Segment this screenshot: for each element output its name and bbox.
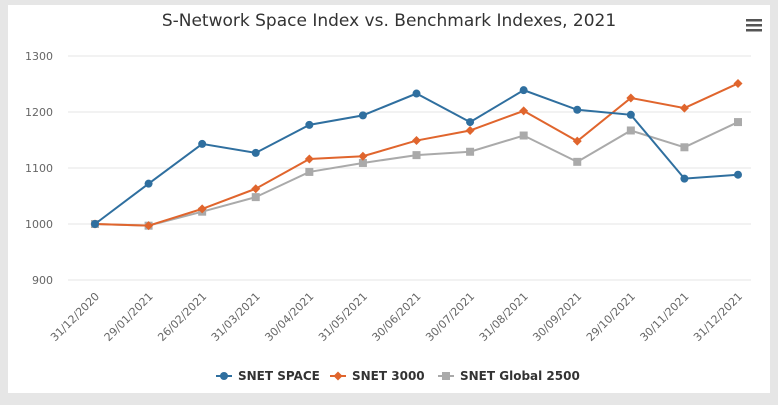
legend-label: SNET Global 2500	[460, 369, 580, 383]
x-tick-label: 26/02/2021	[155, 290, 209, 344]
x-tick-label: 31/12/2021	[691, 290, 745, 344]
data-point	[733, 78, 743, 88]
data-point	[251, 184, 261, 194]
data-point	[91, 220, 99, 228]
data-point	[412, 89, 421, 98]
x-tick-label: 31/05/2021	[316, 290, 370, 344]
data-point	[251, 148, 260, 157]
data-point	[305, 167, 314, 176]
data-point	[680, 143, 689, 152]
data-point	[734, 170, 742, 179]
data-point	[144, 221, 154, 231]
data-point	[304, 154, 314, 164]
legend-label: SNET SPACE	[238, 369, 320, 383]
x-tick-label: 29/10/2021	[584, 290, 638, 344]
data-point	[197, 204, 207, 214]
data-point	[358, 158, 367, 167]
data-point	[442, 372, 450, 380]
data-point	[519, 86, 528, 95]
data-point	[305, 120, 314, 129]
data-point	[412, 136, 421, 146]
x-tick-label: 31/12/2020	[48, 290, 102, 344]
data-point	[412, 151, 421, 160]
y-axis-ticks: 900 1000 1100 1200 1300	[25, 50, 53, 287]
data-point	[466, 118, 475, 127]
data-point	[465, 125, 475, 135]
y-tick-label: 1300	[25, 50, 53, 63]
chart-card: S-Network Space Index vs. Benchmark Inde…	[8, 5, 770, 393]
x-tick-label: 30/07/2021	[423, 290, 477, 344]
x-tick-label: 30/04/2021	[262, 290, 316, 344]
y-tick-label: 1200	[25, 106, 53, 119]
data-point	[679, 103, 689, 113]
data-point	[198, 139, 207, 148]
legend-item: SNET 3000	[330, 369, 425, 383]
data-point	[626, 126, 635, 135]
x-axis-ticks: 31/12/2020 29/01/2021 26/02/2021 31/03/2021…	[48, 290, 745, 344]
data-point	[680, 174, 689, 183]
series-snet-space	[91, 86, 742, 228]
data-point	[572, 136, 582, 146]
data-point	[734, 118, 742, 127]
data-point	[220, 372, 228, 380]
line-chart: S-Network Space Index vs. Benchmark Inde…	[25, 11, 765, 383]
x-tick-label: 30/06/2021	[370, 290, 424, 344]
data-point	[251, 193, 260, 202]
data-point	[358, 151, 368, 161]
data-point	[626, 110, 635, 119]
y-tick-label: 1100	[25, 162, 53, 175]
data-point	[333, 371, 343, 381]
series-group	[90, 78, 743, 231]
data-point	[466, 147, 475, 156]
y-tick-label: 900	[32, 274, 53, 287]
x-tick-label: 29/01/2021	[102, 290, 156, 344]
grid-lines	[68, 55, 751, 281]
data-point	[573, 157, 582, 166]
y-tick-label: 1000	[25, 218, 53, 231]
data-point	[358, 111, 367, 120]
chart-title: S-Network Space Index vs. Benchmark Inde…	[162, 11, 616, 31]
hamburger-menu-icon[interactable]	[743, 15, 765, 35]
x-tick-label: 30/09/2021	[530, 290, 584, 344]
legend-item: SNET SPACE	[216, 369, 320, 383]
data-point	[573, 105, 582, 114]
data-point	[144, 179, 153, 188]
legend-item: SNET Global 2500	[438, 369, 580, 383]
data-point	[519, 106, 529, 116]
x-tick-label: 30/11/2021	[638, 290, 692, 344]
data-point	[519, 131, 528, 140]
legend: SNET SPACE SNET 3000 SNET Global 2500	[216, 369, 580, 383]
data-point	[626, 93, 636, 103]
x-tick-label: 31/03/2021	[209, 290, 263, 344]
legend-label: SNET 3000	[352, 369, 425, 383]
x-tick-label: 31/08/2021	[477, 290, 531, 344]
